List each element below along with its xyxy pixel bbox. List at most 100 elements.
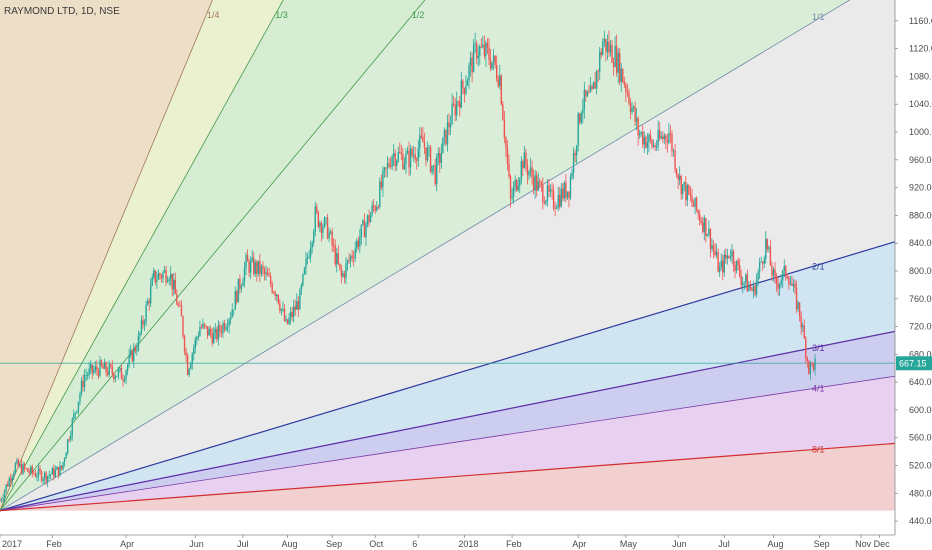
candle-body bbox=[110, 364, 112, 367]
candle-body bbox=[203, 323, 206, 326]
y-tick-label: 840.00 bbox=[909, 238, 932, 248]
candle-body bbox=[359, 237, 361, 247]
candle-body bbox=[34, 473, 37, 477]
candle-body bbox=[465, 85, 467, 94]
candle-body bbox=[738, 264, 741, 276]
candle-body bbox=[394, 153, 396, 166]
candle-body bbox=[114, 376, 117, 380]
candle-body bbox=[745, 274, 747, 282]
candle-body bbox=[162, 272, 164, 279]
candle-body bbox=[65, 452, 67, 459]
candle-body bbox=[466, 80, 469, 86]
candle-body bbox=[619, 52, 621, 82]
candle-body bbox=[511, 196, 513, 199]
candle-body bbox=[780, 280, 782, 284]
candle-body bbox=[146, 300, 149, 305]
candle-body bbox=[40, 471, 43, 481]
candle-body bbox=[123, 379, 126, 382]
candle-body bbox=[694, 197, 696, 207]
candle-body bbox=[223, 323, 226, 330]
candle-body bbox=[90, 364, 92, 369]
candle-body bbox=[437, 153, 439, 158]
candle-body bbox=[411, 148, 413, 156]
candle-body bbox=[176, 293, 178, 305]
candle-body bbox=[634, 106, 636, 122]
candle-body bbox=[76, 410, 78, 413]
candle-body bbox=[5, 484, 7, 491]
candle-body bbox=[300, 285, 303, 290]
candle-body bbox=[642, 132, 644, 145]
gann-fan-zone bbox=[0, 0, 932, 511]
candle-body bbox=[557, 194, 559, 208]
candle-body bbox=[231, 309, 233, 318]
candle-body bbox=[111, 366, 113, 374]
candle-body bbox=[349, 255, 352, 261]
y-tick-label: 440.00 bbox=[909, 516, 932, 526]
candle-body bbox=[280, 309, 283, 311]
candle-body bbox=[416, 159, 418, 161]
candle-body bbox=[680, 175, 682, 195]
candle-body bbox=[380, 181, 383, 188]
candle-body bbox=[666, 140, 669, 143]
candle-body bbox=[477, 55, 479, 59]
candle-body bbox=[2, 498, 4, 500]
candle-body bbox=[366, 215, 369, 225]
candle-body bbox=[777, 283, 779, 289]
candle-body bbox=[274, 292, 276, 296]
candle-body bbox=[786, 277, 789, 279]
candle-body bbox=[16, 460, 18, 464]
candle-body bbox=[643, 137, 646, 145]
candle-body bbox=[709, 228, 712, 250]
candle-body bbox=[471, 57, 473, 73]
candle-body bbox=[385, 167, 387, 169]
x-tick-label: Aug bbox=[767, 539, 783, 549]
candle-body bbox=[28, 471, 30, 473]
candle-body bbox=[222, 323, 224, 334]
candle-body bbox=[345, 263, 347, 278]
candle-body bbox=[668, 133, 670, 143]
candle-body bbox=[200, 327, 203, 329]
candle-body bbox=[391, 156, 393, 168]
candle-body bbox=[156, 279, 158, 283]
gann-fan-label: 1/1 bbox=[812, 12, 825, 22]
candle-body bbox=[403, 164, 406, 169]
candle-body bbox=[748, 285, 750, 292]
candle-body bbox=[585, 89, 587, 97]
candle-body bbox=[117, 369, 120, 377]
candle-body bbox=[205, 325, 207, 327]
candle-body bbox=[762, 261, 764, 264]
candle-body bbox=[434, 165, 436, 185]
candle-body bbox=[522, 161, 524, 169]
candle-body bbox=[735, 260, 738, 271]
last-price-badge bbox=[896, 356, 932, 371]
candle-body bbox=[30, 466, 32, 473]
candle-body bbox=[8, 478, 10, 487]
candle-body bbox=[662, 136, 664, 140]
candle-body bbox=[0, 499, 3, 501]
y-tick-label: 720.00 bbox=[909, 322, 932, 332]
candle-body bbox=[236, 291, 238, 303]
candle-body bbox=[692, 203, 695, 207]
candle-body bbox=[606, 41, 609, 52]
candle-body bbox=[234, 291, 236, 310]
candle-body bbox=[423, 142, 426, 148]
candle-body bbox=[583, 89, 586, 109]
candle-body bbox=[336, 253, 338, 265]
candle-body bbox=[276, 294, 278, 296]
candle-body bbox=[119, 367, 121, 370]
candle-body bbox=[19, 464, 21, 467]
candle-body bbox=[285, 319, 287, 321]
candle-body bbox=[125, 370, 127, 380]
candle-body bbox=[442, 137, 444, 154]
candle-body bbox=[480, 46, 483, 48]
candle-body bbox=[798, 302, 801, 316]
candle-body bbox=[528, 171, 530, 176]
candle-body bbox=[520, 161, 522, 180]
candle-body bbox=[13, 472, 15, 478]
candle-body bbox=[491, 62, 493, 69]
candle-body bbox=[543, 202, 546, 204]
candle-body bbox=[678, 175, 681, 180]
candle-body bbox=[657, 129, 659, 146]
candle-body bbox=[334, 245, 336, 265]
